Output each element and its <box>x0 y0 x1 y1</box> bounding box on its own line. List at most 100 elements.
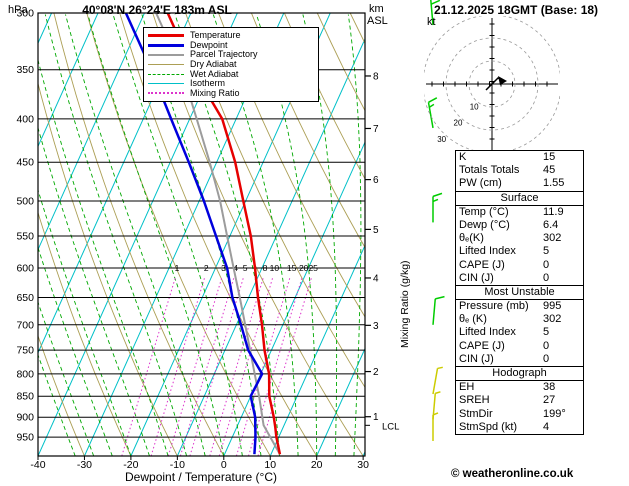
mixing-ratio-labels: 1 2 3 4 5 8 10 15 20 25 <box>175 263 319 273</box>
mixing-ratio-value-label: 2 <box>204 263 209 273</box>
legend-line-sample <box>148 53 184 56</box>
hodograph-ring <box>445 37 539 131</box>
altitude-tick-label: 7 <box>373 124 379 135</box>
table-row-label: Pressure (mb) <box>459 300 529 313</box>
isotherm-line <box>0 13 5 456</box>
mixing-ratio-value-label: 15 <box>287 263 297 273</box>
table-row-label: PW (cm) <box>459 177 502 190</box>
pressure-tick-label: 350 <box>16 64 34 76</box>
mixing-ratio-axis-label: Mixing Ratio (g/kg) <box>399 260 411 348</box>
altitude-axis-unit-km: km <box>369 3 384 15</box>
legend-item: Temperature <box>148 31 314 41</box>
wet-adiabat-line <box>256 14 318 456</box>
altitude-tick-label: 2 <box>373 367 379 378</box>
mixing-ratio-value-label: 4 <box>233 263 238 273</box>
legend-label: Wet Adiabat <box>190 68 239 79</box>
table-row-label: θₑ(K) <box>459 232 484 245</box>
table-row-value: 0 <box>543 352 550 365</box>
isotherm-line <box>269 244 365 456</box>
table-row: StmSpd (kt) 4 <box>456 421 583 434</box>
table-row-label: CAPE (J) <box>459 258 505 271</box>
legend-label: Dry Adiabat <box>190 59 237 70</box>
parcel-trajectory-curve <box>155 13 281 455</box>
table-row: CIN (J) 0 <box>456 272 583 285</box>
isotherm-line <box>316 347 365 456</box>
temperature-tick-label: -40 <box>30 459 45 471</box>
wind-barb-halfflag <box>437 366 443 370</box>
legend-item: Dewpoint <box>148 39 314 51</box>
dry-adiabat-line <box>250 13 365 249</box>
wet-adiabat-line <box>347 14 362 456</box>
indices-table: K 15 Totals Totals 45 PW (cm) 1.55 Surface Temp… <box>455 150 584 435</box>
pressure-tick-label: 550 <box>16 231 34 243</box>
table-row: CIN (J) 0 <box>456 353 583 366</box>
table-row: Lifted Index 5 <box>456 245 583 258</box>
pressure-tick-label: 950 <box>16 432 34 444</box>
temperature-tick-label: 20 <box>311 459 323 471</box>
wind-barb-halfflag <box>432 198 439 203</box>
pressure-tick-label: 700 <box>16 319 34 331</box>
table-row: CAPE (J) 0 <box>456 259 583 272</box>
mixing-ratio-line <box>121 275 177 456</box>
wet-adiabat-line <box>38 300 95 456</box>
table-row-value: 45 <box>543 164 556 177</box>
plot-border <box>37 12 366 457</box>
table-row-value: 15 <box>543 151 556 163</box>
mixing-ratio-line <box>209 275 265 456</box>
table-row-value: 302 <box>543 313 562 326</box>
legend-line-sample <box>148 92 184 95</box>
table-section-header: Hodograph <box>456 366 583 382</box>
temperature-tick-label: -10 <box>170 459 185 471</box>
legend-line-sample <box>148 83 184 85</box>
table-row: CAPE (J) 0 <box>456 340 583 353</box>
wet-adiabat-line <box>38 126 150 456</box>
altitude-tick-label: 8 <box>373 71 379 82</box>
table-row-label: CIN (J) <box>459 352 494 365</box>
pressure-tick-label: 900 <box>16 412 34 424</box>
table-row-value: 995 <box>543 300 562 313</box>
table-row: Dewp (°C) 6.4 <box>456 219 583 232</box>
table-row-label: CAPE (J) <box>459 339 505 352</box>
table-row-value: 302 <box>543 232 562 245</box>
hodograph-ring <box>468 60 516 108</box>
table-row-label: SREH <box>459 394 490 407</box>
wind-barb-flag <box>430 0 441 5</box>
table-row-value: 5 <box>543 326 550 339</box>
altitude-tick-label: 3 <box>373 321 379 332</box>
table-row-value: 5 <box>543 245 550 258</box>
table-row-label: StmDir <box>459 407 493 420</box>
station-title: 40°08'N 26°24'E 183m ASL <box>82 3 232 17</box>
hodograph-ring-label: 20 <box>454 119 463 128</box>
legend-item: Parcel Trajectory <box>148 50 314 60</box>
wet-adiabat-line <box>87 14 225 456</box>
pressure-tick-label: 850 <box>16 391 34 403</box>
table-row-value: 0 <box>543 258 550 271</box>
wind-barbs <box>427 0 445 441</box>
legend-line-sample <box>148 43 184 47</box>
legend-label: Mixing Ratio <box>190 87 240 98</box>
table-row-value: 199° <box>543 407 566 420</box>
wind-barb-flag <box>428 97 438 103</box>
legend-line-sample <box>148 64 184 66</box>
hodograph: kt 10 20 30 <box>424 16 560 152</box>
legend-label: Dewpoint <box>190 39 228 50</box>
pressure-tick-label: 400 <box>16 113 34 125</box>
isotherm-line <box>176 37 365 456</box>
table-row: Totals Totals 45 <box>456 164 583 177</box>
table-row: Temp (°C) 11.9 <box>456 206 583 219</box>
mixing-ratio-value-label: 20 <box>299 263 309 273</box>
lcl-label: LCL <box>382 421 399 432</box>
table-row-label: Totals Totals <box>459 164 520 177</box>
x-axis-label: Dewpoint / Temperature (°C) <box>125 470 277 484</box>
table-row-label: Lifted Index <box>459 245 516 258</box>
pressure-tick-label: 600 <box>16 263 34 275</box>
table-row-value: 11.9 <box>543 205 564 218</box>
table-row: K 15 <box>456 151 583 164</box>
table-row: StmDir 199° <box>456 408 583 421</box>
legend-item: Mixing Ratio <box>148 87 314 99</box>
mixing-ratio-value-label: 10 <box>270 263 280 273</box>
table-row-value: 4 <box>543 420 550 433</box>
table-row-label: Dewp (°C) <box>459 218 510 231</box>
hodograph-trace-arrowhead <box>498 76 507 85</box>
